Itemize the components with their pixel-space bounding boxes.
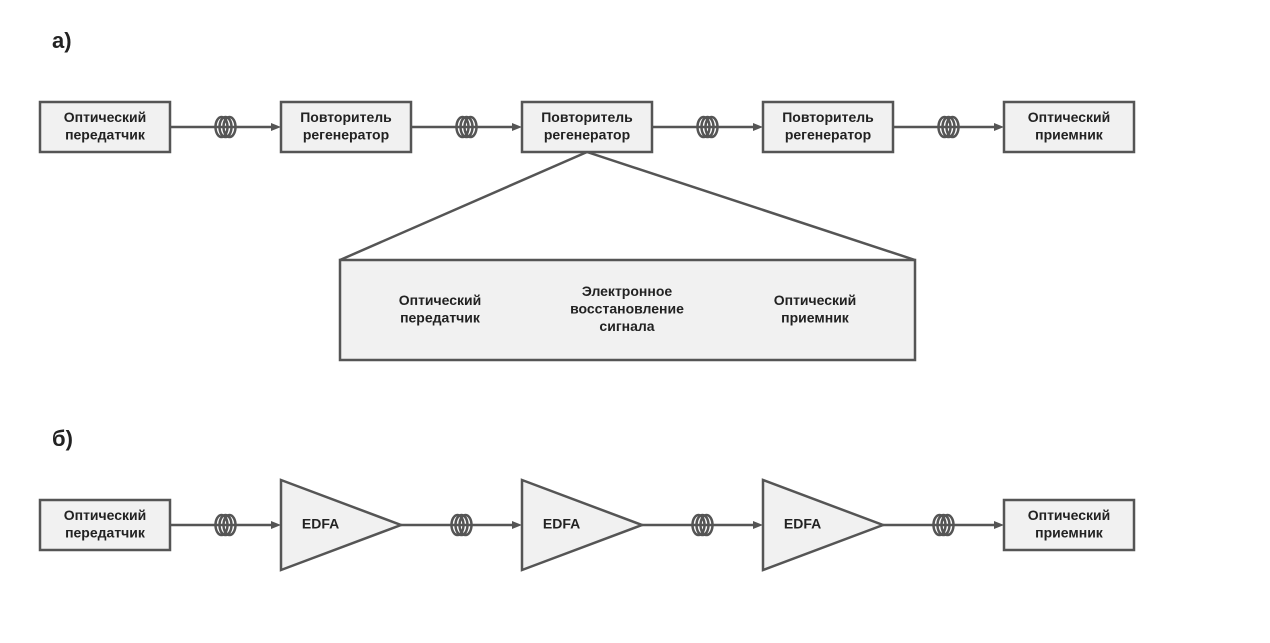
leader-left (340, 152, 587, 260)
edfa-1: EDFA (522, 480, 642, 570)
edfa-label: EDFA (302, 516, 339, 532)
box-tx-text: передатчик (65, 126, 146, 142)
detail-item-1: сигнала (599, 318, 654, 334)
edfa-label: EDFA (543, 516, 580, 532)
section-a-label: а) (52, 28, 72, 53)
leader-right (587, 152, 915, 260)
box-tx-text: Оптический (64, 109, 147, 125)
edfa-2: EDFA (763, 480, 883, 570)
arrow-a-2 (652, 123, 763, 131)
detail-item-2: приемник (781, 309, 850, 325)
detail-item-0: Оптический (399, 292, 482, 308)
arrow-b-1 (401, 521, 522, 529)
section-b-label: б) (52, 426, 73, 451)
detail-item-1: Электронное (582, 283, 673, 299)
box-b-rx-text: Оптический (1028, 507, 1111, 523)
edfa-label: EDFA (784, 516, 821, 532)
box-r2-text: Повторитель (541, 109, 633, 125)
box-b-tx-text: передатчик (65, 524, 146, 540)
box-r3-text: Повторитель (782, 109, 874, 125)
arrow-b-0 (170, 521, 281, 529)
detail-item-0: передатчик (400, 309, 481, 325)
box-r2-text: регенератор (544, 126, 630, 142)
box-rx-text: приемник (1035, 126, 1104, 142)
arrow-a-0 (170, 123, 281, 131)
box-r1-text: регенератор (303, 126, 389, 142)
box-b-rx-text: приемник (1035, 524, 1104, 540)
arrow-b-2 (642, 521, 763, 529)
box-b-tx-text: Оптический (64, 507, 147, 523)
detail-item-1: восстановление (570, 301, 684, 317)
diagram-svg: а)ОптическийпередатчикПовторительрегенер… (0, 0, 1270, 643)
edfa-0: EDFA (281, 480, 401, 570)
box-rx-text: Оптический (1028, 109, 1111, 125)
arrow-a-1 (411, 123, 522, 131)
box-r3-text: регенератор (785, 126, 871, 142)
detail-item-2: Оптический (774, 292, 857, 308)
arrow-a-3 (893, 123, 1004, 131)
box-r1-text: Повторитель (300, 109, 392, 125)
arrow-b-3 (883, 521, 1004, 529)
